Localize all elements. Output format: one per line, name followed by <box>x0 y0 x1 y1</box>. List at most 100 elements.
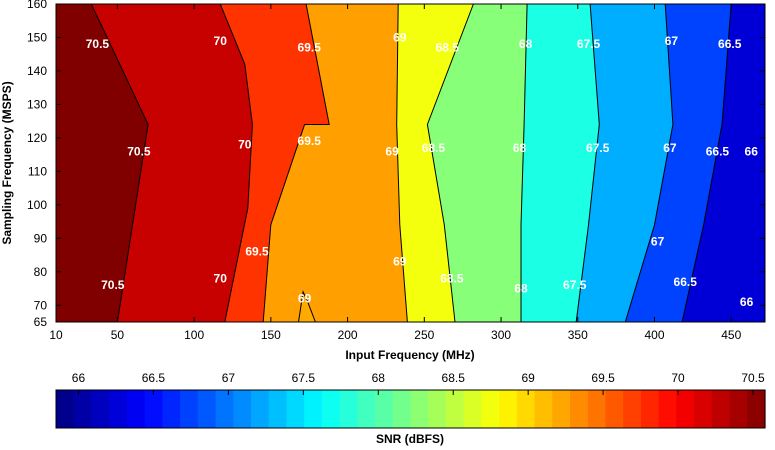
contour-label: 70 <box>238 138 252 152</box>
colorbar-cell <box>428 390 447 428</box>
colorbar-cell <box>109 390 128 428</box>
colorbar-frame <box>55 389 766 429</box>
contour-region <box>427 4 528 322</box>
colorbar-tick-label: 70 <box>671 371 685 385</box>
contour-label: 68 <box>519 37 533 51</box>
x-tick-label: 350 <box>568 328 588 342</box>
contour-label: 66 <box>740 295 754 309</box>
colorbar-label: SNR (dBFS) <box>376 432 444 446</box>
colorbar-cell <box>233 390 252 428</box>
x-tick-label: 50 <box>111 328 125 342</box>
contour-fills <box>56 4 765 323</box>
colorbar-cell <box>516 390 536 428</box>
contour-label: 68.5 <box>440 272 464 286</box>
contour-label: 70.5 <box>127 144 151 158</box>
y-tick-label: 110 <box>28 164 47 178</box>
colorbar-cell <box>375 390 394 428</box>
colorbar-cell <box>91 390 110 428</box>
contour-line <box>681 3 732 323</box>
contour-region <box>396 4 474 322</box>
contour-label: 67.5 <box>586 141 610 155</box>
y-tick-label: 70 <box>34 298 48 312</box>
colorbar-cell <box>747 390 766 428</box>
y-tick-label: 150 <box>27 30 47 44</box>
y-tick-label: 100 <box>27 198 47 212</box>
contour-label: 70.5 <box>86 37 110 51</box>
contour-label: 68.5 <box>422 141 446 155</box>
contour-line <box>396 3 408 323</box>
colorbar-tick-label: 69.5 <box>591 371 615 385</box>
y-tick-label: 160 <box>27 0 47 11</box>
colorbar-cell <box>463 390 483 428</box>
colorbar-cell <box>162 390 181 428</box>
contour-label: 68 <box>514 282 528 296</box>
contour-label: 69.5 <box>298 134 322 148</box>
colorbar-cell <box>623 390 642 428</box>
colorbar-cell <box>534 390 553 428</box>
contour-label: 69.5 <box>298 41 322 55</box>
contour-label: 67 <box>651 235 665 249</box>
contour-label: 70 <box>214 34 228 48</box>
colorbar-ticks: 66 66.5 67 67.5 68 68.5 69 69.5 70 70.5 <box>72 371 765 395</box>
colorbar-cell <box>339 390 358 428</box>
colorbar-tick-label: 68.5 <box>442 371 466 385</box>
contour-label: 69 <box>393 31 407 45</box>
contour-line <box>520 3 528 322</box>
contour-label: 70 <box>214 272 228 286</box>
contour-label: 69.5 <box>245 245 269 259</box>
colorbar-tick-label: 66.5 <box>142 371 166 385</box>
contour-label: 66.5 <box>718 37 742 51</box>
colorbar-tick-label: 69 <box>521 371 535 385</box>
colorbar-tick-label: 67.5 <box>292 371 316 385</box>
colorbar-cell <box>321 390 341 428</box>
colorbar-cell <box>286 390 305 428</box>
contour-label: 70.5 <box>101 278 125 292</box>
colorbar-cell <box>268 390 288 428</box>
colorbar-cell <box>392 390 412 428</box>
colorbar-cell <box>694 390 713 428</box>
colorbar-cell <box>552 390 571 428</box>
colorbar-tick-label: 70.5 <box>741 371 765 385</box>
contour-label: 68.5 <box>436 41 460 55</box>
colorbar-cell <box>56 390 75 428</box>
contour-label: 67.5 <box>577 37 601 51</box>
contour-line <box>624 3 674 323</box>
colorbar-cell <box>570 390 589 428</box>
contour-region <box>263 4 408 322</box>
contour-label: 67 <box>663 141 677 155</box>
x-tick-label: 10 <box>49 328 63 342</box>
contour-region <box>91 4 253 322</box>
colorbar-cell <box>215 390 234 428</box>
colorbar-cell <box>357 390 376 428</box>
colorbar-cell <box>605 390 624 428</box>
colorbar-tick-label: 67 <box>222 371 236 385</box>
y-tick-label: 120 <box>27 131 47 145</box>
colorbar-cell <box>729 390 748 428</box>
colorbar-gradient <box>56 390 766 428</box>
y-axis-label: Sampling Frequency (MSPS) <box>0 81 14 244</box>
colorbar-cell <box>73 390 93 428</box>
colorbar-cell <box>197 390 217 428</box>
x-axis-label: Input Frequency (MHz) <box>345 348 474 362</box>
colorbar-cell <box>304 390 323 428</box>
colorbar-cell <box>587 390 607 428</box>
colorbar-cell <box>250 390 270 428</box>
y-tick-label: 130 <box>27 97 47 111</box>
contour-region <box>625 4 732 322</box>
contour-label: 67.5 <box>563 278 587 292</box>
colorbar-tick-label: 68 <box>372 371 386 385</box>
x-tick-label: 400 <box>644 328 664 342</box>
x-tick-label: 300 <box>491 328 511 342</box>
contour-label: 69 <box>393 255 407 269</box>
y-axis-ticks: 65 70 80 90 100 110 120 130 140 150 160 <box>27 0 765 329</box>
colorbar-cell <box>640 390 660 428</box>
contour-line <box>575 3 600 323</box>
colorbar-cell <box>499 390 518 428</box>
colorbar-cell <box>126 390 146 428</box>
x-tick-label: 450 <box>721 328 741 342</box>
colorbar-cell <box>481 390 500 428</box>
colorbar-cell <box>658 390 677 428</box>
y-tick-label: 140 <box>27 64 47 78</box>
colorbar-cell <box>180 390 199 428</box>
